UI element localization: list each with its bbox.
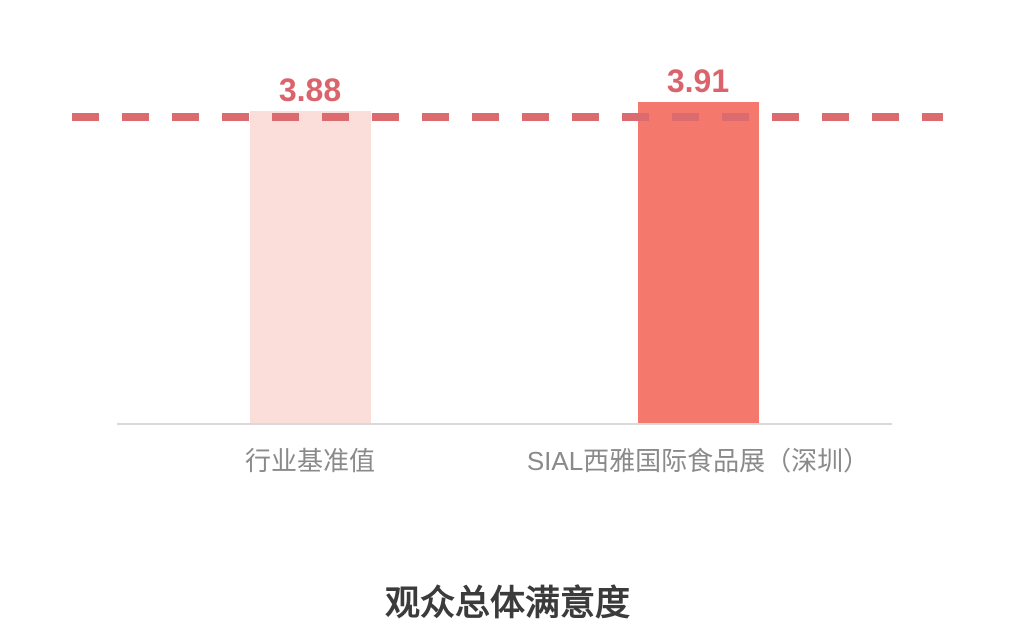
category-label-industry-benchmark: 行业基准值 [244,446,376,476]
chart-title: 观众总体满意度 [384,584,630,623]
benchmark-dashed-line [72,113,943,121]
x-axis-baseline [117,423,892,425]
bar-sial-exhibition [637,102,759,423]
category-label-sial-exhibition: SIAL西雅国际食品展（深圳） [526,446,870,476]
value-label-industry-benchmark: 3.88 [278,72,342,108]
value-label-sial-exhibition: 3.91 [666,63,730,99]
bar-industry-benchmark [249,111,371,423]
